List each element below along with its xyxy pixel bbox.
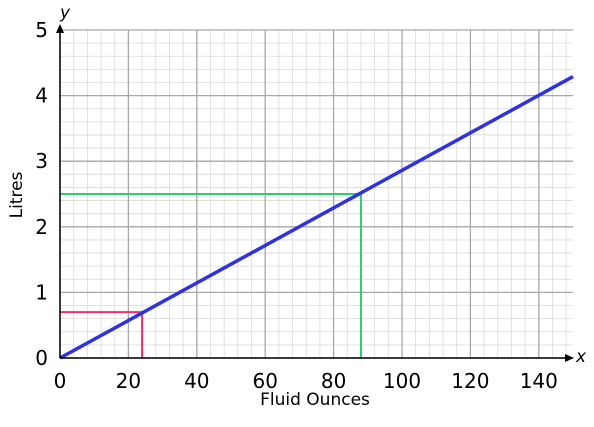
axes bbox=[56, 24, 574, 362]
x-tick-label: 20 bbox=[116, 369, 141, 393]
y-tick-labels: 0 1 2 3 4 5 bbox=[35, 18, 48, 370]
x-tick-label: 80 bbox=[321, 369, 346, 393]
x-axis-title: Fluid Ounces bbox=[260, 390, 370, 410]
x-tick-label: 60 bbox=[252, 369, 277, 393]
x-tick-labels: 0 20 40 60 80 100 120 140 bbox=[54, 369, 558, 393]
x-tick-label: 100 bbox=[383, 369, 421, 393]
y-tick-label: 0 bbox=[35, 346, 48, 370]
series-lines bbox=[59, 75, 574, 360]
y-axis-arrow-icon bbox=[56, 24, 64, 33]
x-tick-label: 40 bbox=[184, 369, 209, 393]
series-line-0 bbox=[59, 75, 574, 360]
x-tick-label: 0 bbox=[54, 369, 67, 393]
y-tick-label: 1 bbox=[35, 280, 48, 304]
x-axis-arrow-icon bbox=[565, 354, 574, 362]
y-axis-title: Litres bbox=[7, 171, 27, 218]
x-axis-letter: x bbox=[575, 347, 587, 367]
y-tick-label: 4 bbox=[35, 84, 48, 108]
y-axis-letter: y bbox=[59, 3, 71, 23]
x-tick-label: 140 bbox=[520, 369, 558, 393]
x-tick-label: 120 bbox=[451, 369, 489, 393]
y-tick-label: 5 bbox=[35, 18, 48, 42]
y-tick-label: 3 bbox=[35, 149, 48, 173]
y-tick-label: 2 bbox=[35, 215, 48, 239]
reading-guides bbox=[60, 193, 362, 358]
